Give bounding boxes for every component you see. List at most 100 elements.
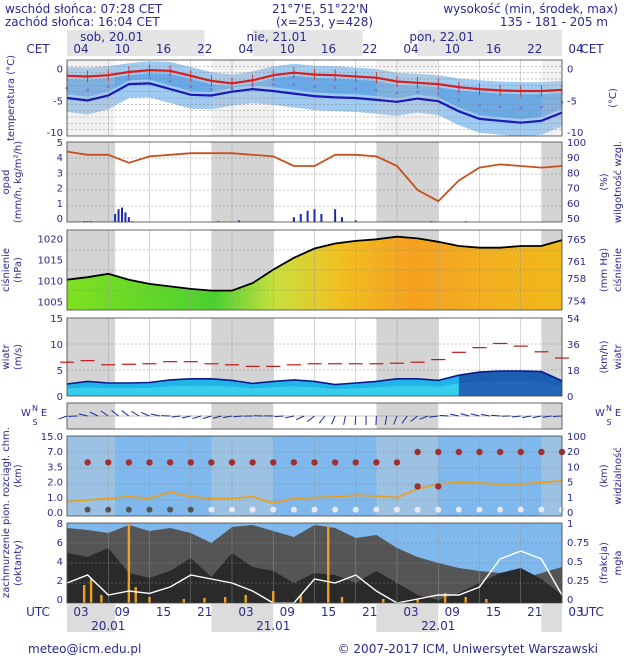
cloud-base-point xyxy=(146,506,153,513)
wind-axis-label: wiatr xyxy=(1,344,12,370)
fog-bar xyxy=(148,597,151,603)
footer-copyright: © 2007-2017 ICM, Uniwersytet Warszawski xyxy=(337,642,598,656)
cloud-top-point xyxy=(393,459,401,466)
top-hour-label: 22 xyxy=(362,42,377,56)
fog-bar xyxy=(464,597,467,603)
cloud-base-point xyxy=(249,506,256,513)
fog-bar xyxy=(340,597,344,603)
footer-email[interactable]: meteo@icm.edu.pl xyxy=(28,642,142,656)
cloud-extent-axis-label: pion. rozciągł. chm. xyxy=(1,427,12,525)
fog-tick-label: 0 xyxy=(567,595,573,606)
wind-strong-area xyxy=(458,371,562,396)
wind-kmh-label: wiatr xyxy=(613,344,624,370)
visibility-frame xyxy=(66,435,563,517)
cloud-top-point xyxy=(290,459,298,466)
cloud-extent-tick-label: 0.0 xyxy=(47,508,63,519)
wind-direction-arrow xyxy=(223,415,233,419)
bottom-hour-label: 03 xyxy=(238,605,253,619)
day-header-band xyxy=(252,30,363,56)
temperature-night-band xyxy=(211,60,274,136)
visibility-night-band xyxy=(541,436,562,516)
precipitation-bar xyxy=(334,209,337,222)
temperature-mid-point xyxy=(271,82,275,86)
precipitation-tick-label: 1 xyxy=(57,199,63,210)
cloud-top-point xyxy=(105,459,112,466)
precipitation-bar xyxy=(306,210,309,222)
wind-direction-frame xyxy=(66,402,563,430)
precipitation-bar xyxy=(124,212,127,222)
wind-direction-arrow xyxy=(181,415,191,419)
precipitation-axis-units: (mm/h, kg/m²/h) xyxy=(13,141,24,223)
precipitation-tick-label: 0 xyxy=(57,214,63,225)
wind-direction-arrow xyxy=(100,410,109,417)
cloud-top-point xyxy=(166,459,174,466)
visibility-line xyxy=(66,479,563,505)
bottom-timezone-label: UTC xyxy=(26,605,50,619)
pressure-mmhg-tick-label: 761 xyxy=(567,257,586,268)
fog-tick-label: 0.75 xyxy=(567,538,589,549)
precipitation-tick-label: 4 xyxy=(57,153,63,164)
compass-e: E xyxy=(41,408,47,419)
cloud-top-point xyxy=(517,448,524,456)
precipitation-bar xyxy=(320,214,323,222)
wind-direction-arrow xyxy=(131,410,140,417)
cloudiness-tick-label: 8 xyxy=(57,519,63,530)
precipitation-bar xyxy=(127,217,130,222)
wind-direction-arrow xyxy=(121,410,130,417)
top-hour-label: 10 xyxy=(445,42,460,56)
fog-axis-label: mgła xyxy=(613,550,624,575)
cloud-base-point xyxy=(455,506,462,513)
top-day-label: nie, 21.01 xyxy=(247,30,307,44)
wind-kmh-units: (km/h) xyxy=(599,340,610,373)
pressure-tick-label: 1005 xyxy=(38,298,63,309)
cloud-top-point xyxy=(455,448,463,456)
wind-direction-arrow xyxy=(354,415,357,426)
fog-tick-label: 0.25 xyxy=(567,576,589,587)
cloud-extent-tick-label: 3.5 xyxy=(47,462,63,473)
pressure-axis-label: ciśnienie xyxy=(0,248,12,292)
wind-direction-arrow xyxy=(202,415,212,420)
coordinates-text: 21°7'E, 51°22'N xyxy=(272,2,369,16)
cloud-base-point xyxy=(352,506,359,513)
fog-bar xyxy=(223,597,227,603)
cloud-extent-tick-label: 1.0 xyxy=(47,493,63,504)
precipitation-night-band xyxy=(541,142,562,222)
temperature-tick-label: -5 xyxy=(53,96,63,107)
cloud-top-point xyxy=(146,459,153,466)
fog-tick-label: 1 xyxy=(567,519,573,530)
cloud-top-point xyxy=(476,448,483,456)
wind-direction-arrow xyxy=(449,413,459,417)
bottom-hour-label: 03 xyxy=(73,605,88,619)
top-timezone-label-right: CET xyxy=(580,42,604,56)
bottom-hour-label: 03 xyxy=(568,605,583,619)
precipitation-axis-label: opad xyxy=(1,170,12,195)
compass-n: N xyxy=(32,404,38,413)
bottom-hour-label: 09 xyxy=(115,605,130,619)
bottom-day-band xyxy=(211,604,274,632)
fog-bar xyxy=(203,598,206,603)
humidity-axis-label: wilgotność wzgl. xyxy=(612,141,624,223)
humidity-tick-label: 80 xyxy=(567,168,580,179)
cloud-base-point xyxy=(517,506,524,513)
wind-direction-arrow xyxy=(141,412,150,417)
cloud-extent-axis-units: (km) xyxy=(13,464,24,487)
precipitation-bar xyxy=(117,209,120,222)
wind-direction-arrow xyxy=(491,414,501,417)
cloud-base-point xyxy=(187,506,194,513)
precipitation-bar xyxy=(114,214,117,222)
cloud-top-point xyxy=(414,448,421,456)
fog-bar xyxy=(299,595,302,603)
cloudiness-tick-label: 0 xyxy=(57,595,63,606)
humidity-tick-label: 50 xyxy=(567,214,580,225)
humidity-tick-label: 70 xyxy=(567,184,580,195)
cloud-base-point xyxy=(332,506,339,513)
wind-direction-arrow xyxy=(480,413,490,417)
wind-direction-arrow xyxy=(460,413,470,417)
pressure-mmhg-tick-label: 758 xyxy=(567,274,586,285)
wind-direction-arrow xyxy=(307,415,315,422)
wind-direction-arrow xyxy=(384,415,388,425)
fog-bar xyxy=(272,591,275,603)
humidity-axis-units: (%) xyxy=(599,173,610,190)
wind-kmh-tick-label: 18 xyxy=(567,366,580,377)
